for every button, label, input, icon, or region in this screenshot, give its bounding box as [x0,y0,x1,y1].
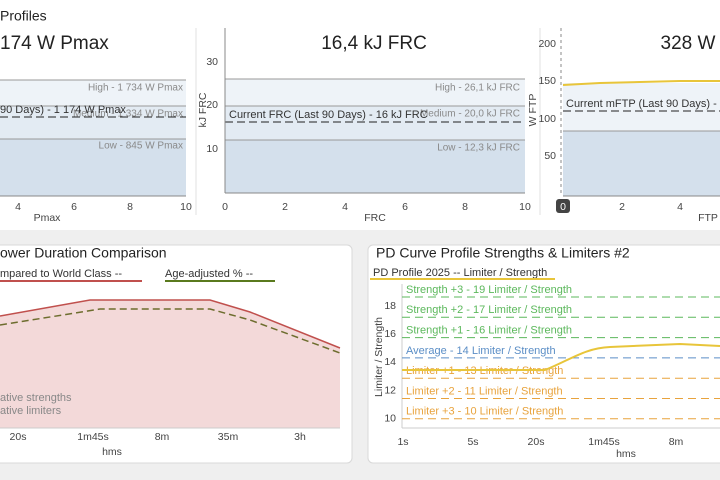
level-label: Low - 845 W Pmax [99,141,183,152]
card [367,244,720,464]
x-axis-label: hms [616,448,636,460]
legend-entry[interactable]: mpared to World Class -- [0,268,122,280]
x-tick-label: 8 [462,201,468,213]
x-tick-label: 6 [402,201,408,213]
level-label: Low - 12,3 kJ FRC [437,143,520,154]
age-adjusted-line [0,308,341,354]
panel-title: 174 W Pmax [0,33,109,54]
x-tick-label: 4 [15,201,21,213]
world-class-line [0,299,341,349]
x-tick-label: 2 [619,201,625,213]
pd-curve-card: PD Curve Profile Strengths & Limiters #2… [367,244,720,464]
x-tick-label: 0 [560,201,566,213]
y-axis-label: kJ FRC [197,92,209,127]
level-label: Limiter +3 - 10 Limiter / Strength [406,406,563,418]
header-title: Profiles [0,8,47,24]
x-tick-label: 10 [180,201,192,213]
level-label: Average - 14 Limiter / Strength [406,345,556,357]
y-tick-label: 50 [544,150,556,162]
legend-entry[interactable]: Age-adjusted % -- [165,268,253,280]
x-tick-label: 5s [467,436,478,448]
y-tick-label: 12 [384,384,396,396]
card-title: PD Curve Profile Strengths & Limiters #2 [376,245,630,261]
level-label: Limiter +2 - 11 Limiter / Strength [406,385,563,397]
x-tick-label: 8 [127,201,133,213]
x-tick-label: 6 [71,201,77,213]
frc-panel: 16,4 kJ FRC High - 26,1 kJ FRC Medium - … [197,28,525,224]
level-label: High - 26,1 kJ FRC [435,83,520,94]
x-tick-label: 4 [342,201,348,213]
level-label: Strength +3 - 19 Limiter / Strength [406,284,572,296]
profile-curve [402,342,720,371]
level-label: Medium - 1 334 W Pmax [73,109,183,120]
y-tick-label: 14 [384,356,396,368]
level-label: Strength +1 - 16 Limiter / Strength [406,325,572,337]
ftp-curve [562,80,720,86]
x-tick-label: 4 [677,201,683,213]
x-axis-label: Pmax [34,212,62,224]
annotation: ative strengths [0,392,72,404]
x-tick-label: 2 [282,201,288,213]
x-tick-highlight [556,199,570,213]
level-label: Strength +2 - 17 Limiter / Strength [406,304,572,316]
x-axis-label: FTP [698,212,718,224]
y-tick-label: 20 [206,99,218,111]
x-tick-label: 0 [222,201,228,213]
level-label: High - 1 734 W Pmax [88,83,183,94]
level-label: Medium - 20,0 kJ FRC [420,109,520,120]
x-axis-label: FRC [364,212,386,224]
x-tick-label: 20s [10,431,27,443]
card-title: ower Duration Comparison [0,245,167,261]
x-tick-label: 20s [528,436,545,448]
y-tick-label: 200 [538,38,556,50]
ftp-panel: 328 W Current mFTP (Last 90 Days) - 328 … [527,28,720,224]
y-tick-label: 16 [384,328,396,340]
x-tick-label: 1m45s [588,436,620,448]
x-tick-label: 8m [669,436,684,448]
power-duration-card: ower Duration Comparison mpared to World… [0,244,353,464]
pmax-panel: 174 W Pmax High - 1 734 W Pmax Medium - … [0,33,192,224]
band [225,140,525,193]
y-axis-label: W FTP [527,94,539,127]
world-class-area [0,300,340,428]
current-label: Current mFTP (Last 90 Days) - 328 [566,98,720,110]
y-tick-label: 10 [206,143,218,155]
current-label: 90 Days) - 1 174 W Pmax [0,104,126,116]
y-tick-label: 150 [538,75,556,87]
band [563,131,720,196]
current-label: Current FRC (Last 90 Days) - 16 kJ FRC [229,109,428,121]
x-tick-label: 1m45s [77,431,109,443]
x-tick-label: 10 [519,201,531,213]
legend-entry[interactable]: PD Profile 2025 -- Limiter / Strength [373,267,547,279]
y-tick-label: 30 [206,56,218,68]
band [0,139,186,196]
annotation: ative limiters [0,405,62,417]
x-tick-label: 1s [397,436,408,448]
x-axis-label: hms [102,446,122,458]
y-tick-label: 100 [538,113,556,125]
y-tick-label: 10 [384,413,396,425]
y-axis-label: Limiter / Strength [373,317,385,397]
x-tick-label: 8m [155,431,170,443]
level-label: Limiter +1 - 13 Limiter / Strength [406,365,563,377]
panel-title: 16,4 kJ FRC [321,33,427,54]
panel-title: 328 W [661,33,716,54]
y-tick-label: 18 [384,300,396,312]
x-tick-label: 35m [218,431,239,443]
x-tick-label: 3h [294,431,306,443]
